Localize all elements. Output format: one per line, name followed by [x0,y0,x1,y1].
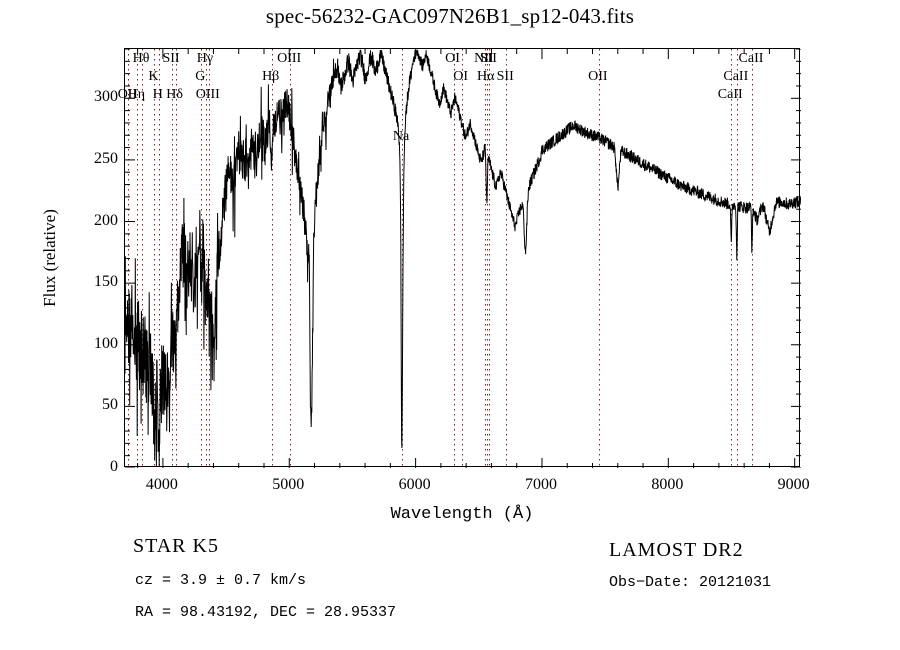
spectral-line-label: CaII [723,69,749,84]
spectral-line-label: CaII [717,87,743,102]
spectrum-plot [125,49,801,468]
spectral-line-label: SII [479,51,497,66]
spectral-line-labels: OII Hη Hθ K H Hδ SII G Hγ OIII Hβ OIII Na OI OI NII Hα SI… [118,48,800,144]
y-tick-label: 0 [110,458,118,475]
y-tick-label: 50 [102,396,118,414]
object-class-label: STAR K5 [133,535,219,557]
redshift-label: cz = 3.9 ± 0.7 km/s [135,572,307,589]
spectral-line-label: OII [117,87,138,102]
spectral-line-label: G [195,69,206,84]
y-tick-label: 300 [94,88,118,106]
x-tick-label: 7000 [524,476,557,493]
spectral-line-label: Hθ [132,51,150,66]
y-tick-label: 250 [94,149,118,167]
spectral-line-label: NII [474,51,494,66]
spectral-line-label: SII [162,51,180,66]
x-tick-label: 5000 [272,476,305,493]
x-tick-label: 9000 [777,476,810,493]
spectral-line-label: Hα [477,69,495,84]
spectral-line-label: Na [392,129,410,144]
x-axis-title: Wavelength (Å) [390,505,534,524]
y-tick-label: 200 [94,211,118,229]
spectral-line-label: Hδ [166,87,184,102]
spectral-line-label: H [152,87,163,102]
y-tick-label: 100 [94,334,118,352]
spectrum-trace [125,49,801,467]
x-tick-label: 4000 [145,476,178,493]
y-axis-tick-labels: 0 50 100 150 200 250 300 [62,48,118,475]
spectral-line-label: OIII [277,51,302,66]
x-axis-tick-labels: 4000 5000 6000 7000 8000 9000 [124,476,810,498]
spectral-line-label: OI [445,51,460,66]
y-axis-title: Flux (relative) [40,209,59,307]
page-title: spec-56232-GAC097N26B1_sp12-043.fits [265,4,635,28]
survey-label: LAMOST DR2 [609,539,744,561]
x-tick-label: 8000 [651,476,684,493]
spectral-line-label: OIII [195,87,220,102]
spectral-line-label: OI [453,69,468,84]
spectral-line-label: Hγ [196,51,214,66]
x-tick-label: 6000 [398,476,431,493]
y-tick-label: 150 [94,273,118,291]
spectral-line-label: OII [588,69,608,84]
spectral-line-label: Hβ [262,69,280,84]
coordinates-label: RA = 98.43192, DEC = 28.95337 [135,604,397,621]
line-marker-group [128,49,753,468]
spectral-line-label: SII [496,69,514,84]
spectral-line-label: CaII [738,51,764,66]
y-axis-title-wrap: Flux (relative) [36,48,76,467]
spectral-line-label: Hη [127,87,146,102]
obs-date-label: Obs−Date: 20121031 [609,574,772,591]
plot-area [124,48,801,468]
spectral-line-label: K [148,69,159,84]
axis-ticks-group [125,49,801,468]
